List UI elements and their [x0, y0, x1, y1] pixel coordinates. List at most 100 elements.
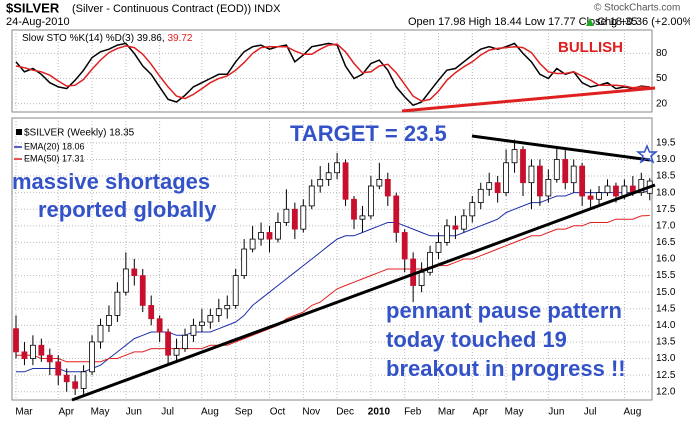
candle-body	[367, 185, 374, 217]
candle-body	[46, 354, 53, 363]
candle-body	[190, 324, 197, 336]
candle-body	[401, 232, 408, 260]
candle-body	[291, 208, 298, 230]
x-tick-label: Jun	[548, 407, 564, 418]
stoch-legend: Slow STO %K(14) %D(3) 39.86, 39.72	[22, 33, 193, 44]
legend-label: EMA(50) 17.31	[24, 153, 85, 163]
candle-body	[156, 318, 163, 333]
y-tick-label: 80	[656, 48, 668, 59]
candle-body	[427, 251, 433, 273]
y-tick-label: 14.5	[656, 303, 676, 314]
candle-body	[604, 185, 611, 194]
y-tick-label: 12.0	[656, 386, 676, 397]
candle-body	[106, 314, 112, 326]
candle-body	[131, 268, 138, 276]
y-tick-label: 19.5	[656, 138, 676, 149]
y-tick-label: 20	[656, 98, 668, 109]
line	[16, 190, 650, 373]
credit: © StockCharts.com	[594, 3, 680, 14]
candle-body	[469, 202, 476, 217]
candle-body	[198, 321, 205, 326]
plot: 20 50 80 12.0 12.5 13.0 13.5 14.0 14.5 15.0 15.5 16…	[12, 30, 676, 418]
y-tick-label: 19.0	[656, 154, 676, 165]
chart-title: (Silver - Continuous Contract (EOD)) IND…	[72, 3, 281, 15]
x-tick-label: Sep	[235, 407, 253, 418]
candle-body	[325, 172, 332, 180]
candle-body	[511, 149, 518, 164]
candle-body	[537, 165, 543, 197]
x-tick-label: Aug	[624, 407, 642, 418]
annotation: pennant pause pattern	[386, 298, 622, 323]
candle-body	[29, 344, 36, 359]
x-tick-label: Jul	[584, 407, 597, 418]
candle-body	[477, 188, 484, 203]
resistance-trendline	[471, 134, 651, 162]
candle-body	[241, 248, 248, 276]
candle-body	[570, 165, 577, 184]
stoch-trendline	[401, 86, 656, 113]
up-arrow	[586, 18, 594, 26]
y-tick-label: 13.5	[656, 337, 676, 348]
candle-body	[21, 351, 28, 359]
candle-body	[528, 165, 535, 184]
y-tick-label: 17.5	[656, 204, 676, 215]
x-tick-label: Oct	[270, 407, 286, 418]
quote: Open 17.98 High 18.44 Low 17.77 Close 18…	[408, 16, 637, 28]
y-tick-label: 18.5	[656, 171, 676, 182]
candle-body	[249, 238, 256, 250]
candle-body	[613, 185, 619, 197]
candle-body	[80, 371, 87, 389]
candle-body	[418, 271, 425, 286]
y-tick-label: 15.5	[656, 270, 676, 281]
candle-body	[139, 275, 146, 306]
candle-body	[258, 232, 264, 240]
candle-body	[122, 268, 129, 293]
x-tick-label: Jul	[161, 407, 174, 418]
candle-body	[165, 331, 172, 356]
x-tick-label: May	[91, 407, 110, 418]
candle-body	[13, 328, 19, 353]
candle-body	[503, 162, 510, 194]
legend-swatch	[16, 129, 22, 135]
x-tick-label: May	[505, 407, 524, 418]
x-tick-label: Dec	[336, 407, 354, 418]
stoch-label: Slow STO %K(14) %D(3) 39.86,	[22, 33, 165, 44]
candle-body	[97, 324, 104, 343]
candle-body	[224, 305, 231, 310]
candle-body	[452, 225, 459, 230]
stoch-panel	[11, 29, 653, 113]
support-trendline	[71, 183, 656, 402]
candle-body	[494, 182, 501, 194]
date: 24-Aug-2010	[6, 16, 70, 28]
y-tick-label: 12.5	[656, 370, 676, 381]
candle-body	[384, 178, 391, 197]
candle-body	[596, 192, 602, 200]
y-tick-label: 14.0	[656, 320, 676, 331]
candle-body	[55, 361, 62, 376]
candle-body	[334, 162, 341, 174]
candle-body	[275, 222, 281, 240]
candle-body	[393, 195, 400, 233]
candle-body	[148, 305, 155, 320]
annotation: massive shortages	[12, 169, 210, 194]
candle-body	[182, 334, 188, 349]
candle-body	[317, 178, 324, 187]
stoch-label-d: 39.72	[167, 33, 192, 44]
candle-body	[435, 242, 442, 253]
candle-body	[63, 374, 70, 383]
candle-body	[520, 149, 526, 184]
candle-body	[579, 165, 586, 197]
change: Chg +0.36 (+2.00%)	[597, 16, 690, 28]
candle-body	[266, 232, 273, 240]
candle-body	[460, 215, 467, 230]
x-tick-label: Jun	[126, 407, 142, 418]
y-tick-label: 50	[656, 73, 668, 84]
annotation: breakout in progress !!	[386, 356, 626, 381]
x-tick-label: Apr	[473, 407, 489, 418]
annotation: reported globally	[38, 197, 217, 222]
candle-body	[215, 308, 222, 316]
legend-price: $SILVER (Weekly) 18.35	[24, 128, 135, 139]
candle-body	[89, 341, 95, 373]
y-tick-label: 15.0	[656, 287, 676, 298]
x-tick-label: Aug	[201, 407, 219, 418]
